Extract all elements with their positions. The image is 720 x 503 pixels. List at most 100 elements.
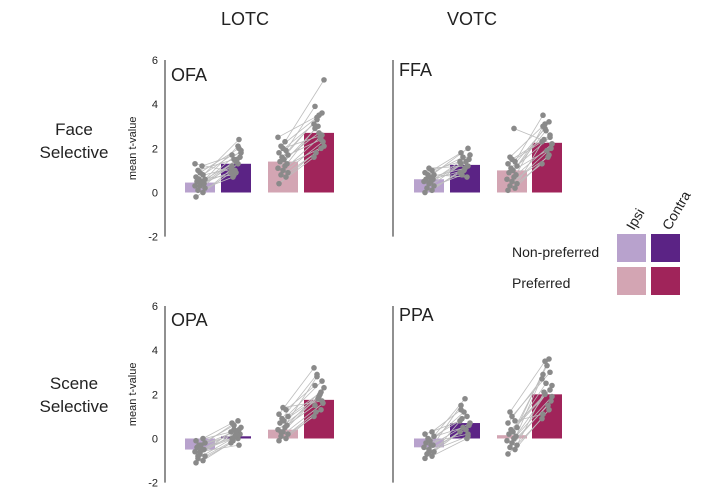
subject-dot-ipsi-preferred: [282, 138, 288, 145]
subject-dot-contra-preferred: [539, 138, 545, 145]
subject-dot-contra-preferred: [539, 160, 545, 167]
bar-contra-preferred: [304, 132, 334, 193]
subject-dot-ipsi-preferred: [284, 160, 290, 167]
subject-line-preferred: [509, 148, 552, 187]
y-tick-label: 0: [152, 434, 158, 446]
subject-dot-contra-preferred: [311, 154, 317, 160]
legend-swatch-ipsi-preferred: [617, 267, 646, 295]
subject-dot-contra-preferred: [547, 132, 553, 138]
subject-dot-ipsi-nonpreferred: [193, 459, 199, 466]
legend-swatch-contra-nonpreferred: [651, 234, 680, 262]
subject-line-preferred: [284, 79, 325, 142]
subject-dot-ipsi-preferred: [505, 451, 511, 457]
subject-line-preferred: [509, 360, 546, 413]
subject-dot-ipsi-preferred: [512, 418, 518, 424]
subject-line-nonpreferred: [203, 438, 233, 450]
subject-dot-ipsi-preferred: [507, 444, 513, 451]
subject-line-nonpreferred: [204, 176, 234, 189]
subject-dot-ipsi-preferred: [284, 422, 290, 429]
subject-dot-ipsi-preferred: [514, 424, 520, 431]
column-title-votc: VOTC: [447, 9, 497, 29]
row-title-scene-line1: Scene: [50, 374, 98, 393]
subject-line-nonpreferred: [425, 433, 469, 444]
subject-dot-ipsi-preferred: [285, 169, 291, 176]
subject-line-preferred: [284, 145, 325, 167]
subject-dot-ipsi-nonpreferred: [195, 167, 201, 174]
subject-dot-ipsi-preferred: [509, 178, 515, 185]
y-tick-label: 0: [152, 188, 158, 200]
y-tick-label: -2: [148, 232, 158, 244]
subject-dot-ipsi-preferred: [283, 174, 289, 180]
subject-dot-contra-preferred: [321, 143, 327, 149]
subject-dot-ipsi-preferred: [508, 165, 514, 172]
legend-row-nonpreferred: Non-preferred: [512, 244, 599, 260]
subject-dot-contra-preferred: [544, 147, 550, 154]
subject-line-preferred: [282, 134, 323, 149]
subject-line-preferred: [515, 374, 544, 437]
subject-dot-ipsi-preferred: [504, 437, 510, 444]
subject-dot-ipsi-nonpreferred: [200, 189, 206, 196]
subject-dot-contra-preferred: [313, 149, 319, 156]
panel-ofa: 6 4 2 0 -2 mean t-value OFA: [127, 55, 334, 244]
subject-dot-ipsi-nonpreferred: [192, 160, 198, 167]
subject-dot-contra-nonpreferred: [236, 442, 242, 448]
y-tick-label: 4: [152, 99, 158, 111]
subject-dot-ipsi-nonpreferred: [426, 448, 432, 455]
subject-dot-contra-preferred: [311, 365, 317, 371]
subject-line-preferred: [286, 405, 316, 426]
subject-dot-contra-nonpreferred: [465, 433, 471, 440]
subject-dot-ipsi-preferred: [279, 415, 285, 422]
subject-dot-contra-preferred: [311, 121, 317, 127]
subject-dot-contra-preferred: [539, 376, 545, 382]
subject-dot-ipsi-nonpreferred: [199, 163, 205, 169]
panel-ppa: PPA: [392, 305, 562, 483]
subject-line-preferred: [287, 139, 322, 156]
subject-dot-contra-nonpreferred: [457, 429, 463, 435]
subject-line-preferred: [515, 126, 544, 176]
subject-dot-ipsi-nonpreferred: [422, 189, 428, 196]
subject-dot-ipsi-nonpreferred: [192, 448, 198, 455]
subject-dot-contra-nonpreferred: [463, 158, 469, 165]
subject-dot-ipsi-nonpreferred: [429, 429, 435, 435]
subject-dot-contra-preferred: [321, 384, 327, 391]
subject-dot-contra-nonpreferred: [460, 154, 466, 160]
subject-dot-contra-nonpreferred: [462, 395, 468, 402]
subject-dot-contra-preferred: [542, 121, 548, 127]
subject-dot-contra-preferred: [545, 402, 551, 409]
subject-dot-ipsi-preferred: [275, 165, 281, 172]
subject-dot-contra-preferred: [540, 112, 546, 119]
subject-dot-ipsi-nonpreferred: [200, 435, 206, 442]
subject-dot-ipsi-nonpreferred: [192, 183, 198, 189]
subject-dot-contra-nonpreferred: [229, 152, 235, 158]
subject-dot-contra-preferred: [312, 402, 318, 409]
subject-dot-ipsi-nonpreferred: [193, 174, 199, 180]
subject-dot-contra-preferred: [542, 125, 548, 132]
subject-dot-ipsi-nonpreferred: [193, 437, 199, 444]
subject-dot-contra-preferred: [540, 411, 546, 418]
subject-dot-contra-nonpreferred: [238, 149, 244, 156]
subject-dot-contra-preferred: [311, 413, 317, 420]
subject-dot-ipsi-nonpreferred: [424, 185, 430, 191]
subject-line-preferred: [516, 358, 550, 428]
subject-dot-contra-preferred: [318, 136, 324, 143]
subject-dot-contra-nonpreferred: [231, 426, 237, 433]
legend-row-preferred: Preferred: [512, 275, 570, 291]
subject-dot-ipsi-nonpreferred: [200, 457, 206, 464]
subject-dot-contra-preferred: [547, 369, 553, 376]
subject-dot-contra-nonpreferred: [467, 152, 473, 158]
subject-dot-ipsi-nonpreferred: [195, 453, 201, 459]
subject-dot-contra-preferred: [316, 393, 322, 400]
subject-dot-ipsi-preferred: [507, 183, 513, 189]
subject-dot-ipsi-preferred: [278, 429, 284, 435]
subject-dot-contra-nonpreferred: [229, 435, 235, 442]
subject-line-preferred: [282, 400, 323, 408]
bar-contra-preferred: [532, 394, 562, 439]
legend: Ipsi Contra Non-preferred Preferred: [512, 188, 694, 295]
subject-dot-contra-preferred: [318, 406, 324, 413]
subject-dot-contra-preferred: [313, 409, 319, 415]
subject-dot-ipsi-nonpreferred: [193, 194, 199, 200]
legend-swatch-contra-preferred: [651, 267, 680, 295]
subject-dot-contra-preferred: [549, 141, 555, 147]
subject-dot-ipsi-nonpreferred: [196, 442, 202, 448]
